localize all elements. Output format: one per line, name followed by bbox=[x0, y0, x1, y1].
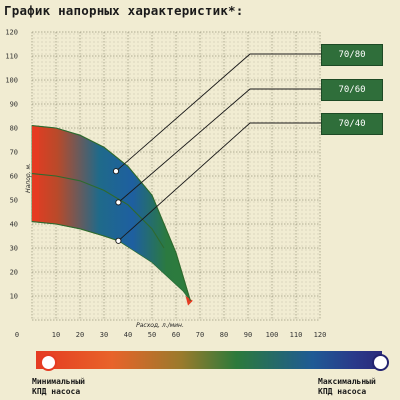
tick-labels: 10 20 30 40 50 60 70 80 90 100 110 120 0 10 20 30 40 50 60… bbox=[5, 29, 326, 340]
x-tick-label: 60 bbox=[172, 331, 180, 339]
max-label-line2: КПД насоса bbox=[318, 387, 367, 396]
leader-line-70-60 bbox=[118, 88, 321, 203]
x-tick-label: 20 bbox=[76, 331, 84, 339]
x-tick-label: 70 bbox=[196, 331, 204, 339]
y-tick-label: 40 bbox=[10, 221, 18, 229]
marker-70-40 bbox=[115, 237, 122, 244]
y-tick-label: 10 bbox=[10, 293, 18, 301]
series-lines bbox=[31, 53, 321, 301]
y-tick-label: 20 bbox=[10, 269, 18, 277]
chart-title: График напорных характеристик*: bbox=[4, 3, 244, 18]
series-line-70-80 bbox=[31, 125, 191, 301]
y-tick-label: 50 bbox=[10, 197, 18, 205]
series-line-70-40 bbox=[31, 221, 119, 242]
max-efficiency-marker bbox=[372, 354, 389, 371]
y-tick-label: 30 bbox=[10, 245, 18, 253]
y-tick-label: 60 bbox=[10, 173, 18, 181]
x-tick-label: 120 bbox=[314, 331, 327, 339]
model-badge-70-80: 70/80 bbox=[321, 44, 383, 66]
x-tick-label: 90 bbox=[244, 331, 252, 339]
y-tick-label: 90 bbox=[10, 101, 18, 109]
x-tick-label: 30 bbox=[100, 331, 108, 339]
x-tick-label: 10 bbox=[52, 331, 60, 339]
series-line-70-60 bbox=[31, 173, 165, 249]
leader-line-70-80 bbox=[115, 53, 321, 172]
y-tick-label: 70 bbox=[10, 149, 18, 157]
tip-mark bbox=[185, 296, 193, 306]
y-axis-label: Напор, м. bbox=[25, 163, 32, 193]
y-tick-label: 110 bbox=[5, 53, 18, 61]
leader-line-70-40 bbox=[118, 122, 321, 242]
model-badge-70-60: 70/60 bbox=[321, 79, 383, 101]
x-tick-label: 80 bbox=[220, 331, 228, 339]
y-tick-label: 100 bbox=[5, 77, 18, 85]
y-tick-label: 80 bbox=[10, 125, 18, 133]
y-tick-label: 120 bbox=[5, 29, 18, 37]
model-badge-70-40: 70/40 bbox=[321, 113, 383, 135]
x-tick-label: 100 bbox=[266, 331, 279, 339]
min-efficiency-label: Минимальный КПД насоса bbox=[32, 377, 85, 397]
x-tick-label: 0 bbox=[15, 331, 19, 339]
min-label-line2: КПД насоса bbox=[32, 387, 81, 396]
max-efficiency-label: Максимальный КПД насоса bbox=[318, 377, 376, 397]
min-label-line1: Минимальный bbox=[32, 377, 85, 386]
x-tick-label: 50 bbox=[148, 331, 156, 339]
marker-70-80 bbox=[112, 168, 120, 175]
efficiency-gradient-bar bbox=[36, 351, 382, 369]
marker-70-60 bbox=[115, 199, 122, 206]
max-label-line1: Максимальный bbox=[318, 377, 376, 386]
x-tick-label: 110 bbox=[290, 331, 303, 339]
min-efficiency-marker bbox=[40, 354, 57, 371]
x-tick-label: 40 bbox=[124, 331, 132, 339]
x-axis-label: Расход, л./мин. bbox=[136, 322, 184, 329]
